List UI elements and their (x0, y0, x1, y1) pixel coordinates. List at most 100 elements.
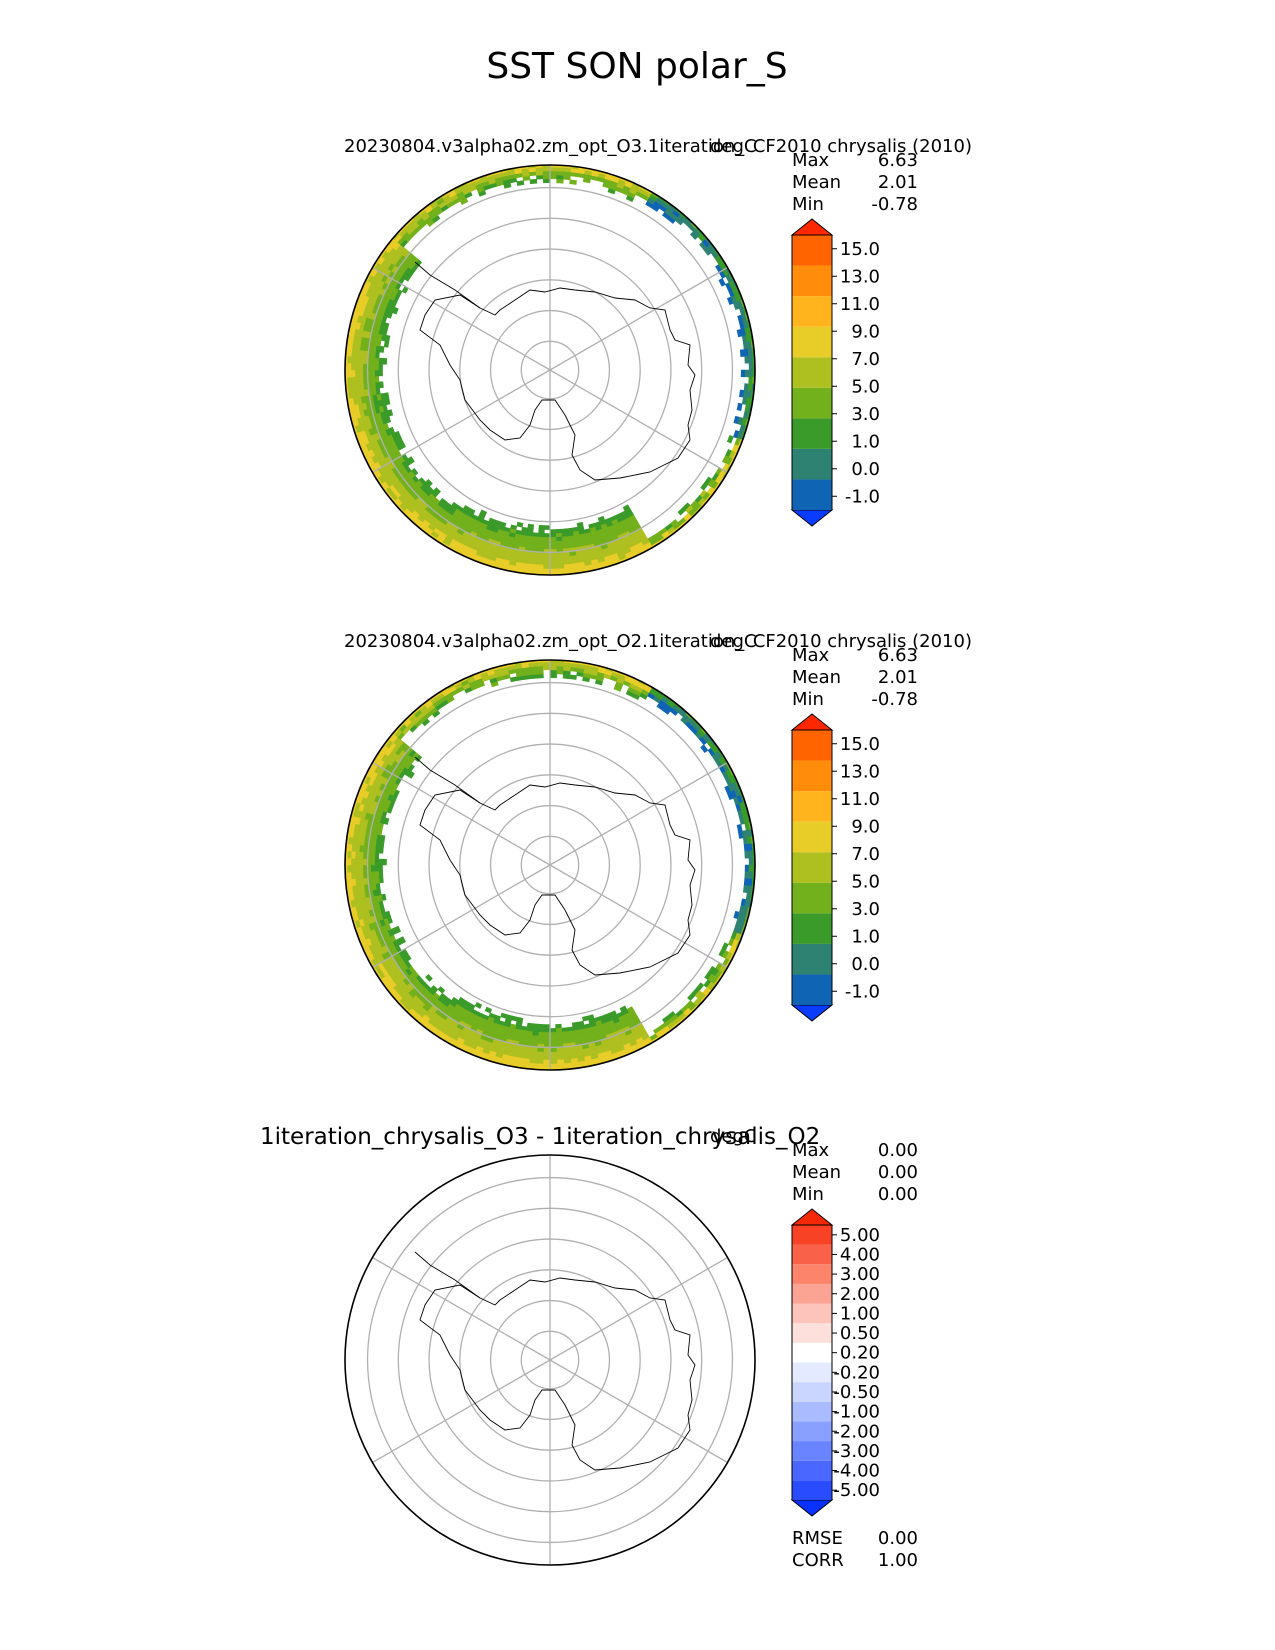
sst-cell (535, 170, 544, 176)
sst-cell (748, 864, 754, 873)
panel-title-right: CF2010 chrysalis (2010) (753, 631, 972, 652)
colorbar-extend-min (790, 509, 834, 527)
colorbar-tick-label: 5.0 (851, 376, 880, 397)
sst-cell (549, 1047, 557, 1053)
colorbar-segment (792, 1421, 832, 1442)
colorbar-tick-label: -4.00 (833, 1461, 880, 1482)
stat-value: -0.78 (871, 194, 918, 215)
meridian-line (372, 369, 551, 474)
sst-cell (378, 363, 383, 371)
colorbar-segment (792, 448, 832, 480)
sst-cell (537, 1039, 545, 1045)
sst-cell (358, 851, 364, 859)
colorbar-segment (792, 1362, 832, 1383)
sst-cell (536, 673, 544, 679)
antarctic-coastline (419, 782, 696, 976)
stat-label: Max (792, 150, 830, 171)
sst-cell (556, 166, 565, 172)
sst-cell (362, 864, 368, 872)
units-label: degC (710, 1126, 757, 1147)
sst-cell (358, 356, 364, 364)
sst-cell (535, 661, 544, 667)
sst-cell (543, 552, 551, 558)
peninsula-coastline (414, 261, 481, 309)
meridian-line (549, 1359, 728, 1464)
sst-cell (370, 375, 376, 383)
sst-cell (350, 871, 356, 880)
map-graticule (366, 660, 734, 1070)
colorbar-tick-label: -0.20 (833, 1362, 880, 1383)
sst-cell (555, 1027, 563, 1033)
sst-cell (549, 1051, 557, 1057)
colorbar-tick-label: 5.0 (851, 871, 880, 892)
sst-cell (538, 528, 545, 534)
colorbar-tick-label: 9.0 (851, 321, 880, 342)
meridian-line (549, 1256, 728, 1361)
stat-value: 2.01 (878, 667, 918, 688)
colorbar-segment (792, 479, 832, 510)
colorbar-tick-label: -1.0 (845, 981, 880, 1002)
colorbar-outline (791, 1225, 833, 1500)
sst-cell (555, 540, 563, 546)
sst-cell (378, 858, 383, 866)
sst-cell (516, 180, 525, 186)
sst-cell (744, 369, 750, 378)
stat-label: Min (792, 689, 824, 710)
sst-cell (374, 363, 379, 371)
sst-cell (543, 1051, 551, 1057)
sst-cell (543, 1047, 551, 1053)
map-frame (344, 659, 756, 1071)
sst-cell (383, 340, 390, 348)
sst-cell (358, 363, 364, 371)
sst-cell (736, 402, 743, 411)
sst-cell (549, 1067, 558, 1070)
stat-label: Min (792, 1184, 824, 1205)
polar-map (344, 164, 756, 576)
colorbar: 5.004.003.002.001.000.500.20-0.20-0.50-1… (790, 1208, 880, 1517)
sst-cell (354, 857, 360, 866)
sst-cell (569, 179, 577, 185)
colorbar-segment (792, 326, 832, 358)
sst-cell (374, 369, 379, 377)
sst-cell (346, 369, 352, 378)
sst-cell (556, 568, 565, 574)
stat-value: 0.00 (878, 1184, 918, 1205)
colorbar: 15.0 13.0 11.0 9.0 7.0 5.0 3.0 1.0 0.0 -1.0 (790, 713, 880, 1022)
sst-cell (382, 858, 387, 866)
sst-cell (362, 369, 368, 377)
meridian-line (372, 1256, 551, 1361)
panel-model-o2: 20230804.v3alpha02.zm_opt_O2.1iteration_… (344, 631, 972, 1071)
sst-cell (542, 564, 551, 570)
sst-cell (378, 357, 384, 365)
sst-cell (358, 858, 364, 866)
sst-cell (358, 369, 364, 377)
sst-cell (555, 528, 562, 534)
colorbar-tick-label: 3.0 (851, 899, 880, 920)
sst-cell (542, 1067, 551, 1070)
sst-cell (350, 864, 356, 873)
sst-cell (549, 1059, 558, 1065)
sst-cell (535, 1063, 544, 1069)
sst-cell (536, 1047, 544, 1053)
sst-cell (362, 363, 368, 371)
sst-cell (744, 871, 750, 880)
sst-cell (549, 572, 558, 575)
sst-cell (537, 1027, 545, 1033)
panel-model-o3: 20230804.v3alpha02.zm_opt_O3.1iteration_… (344, 136, 972, 576)
colorbar-segment (792, 821, 832, 853)
sst-cell (535, 1059, 544, 1065)
sst-cell (358, 864, 364, 872)
sst-cell (543, 545, 551, 550)
colorbar-tick-label: 3.00 (840, 1264, 880, 1285)
sst-cell (542, 560, 551, 566)
sst-cell (374, 375, 380, 383)
sst-cell (556, 669, 564, 675)
panel-title-left: 20230804.v3alpha02.zm_opt_O3.1iteration_ (344, 136, 745, 157)
colorbar-segment (792, 943, 832, 975)
sst-cell (543, 178, 551, 184)
sst-cell (549, 673, 557, 679)
sst-cell (549, 665, 558, 671)
sst-cell (549, 166, 558, 172)
sst-cell (354, 851, 360, 859)
sst-cell (350, 857, 356, 866)
